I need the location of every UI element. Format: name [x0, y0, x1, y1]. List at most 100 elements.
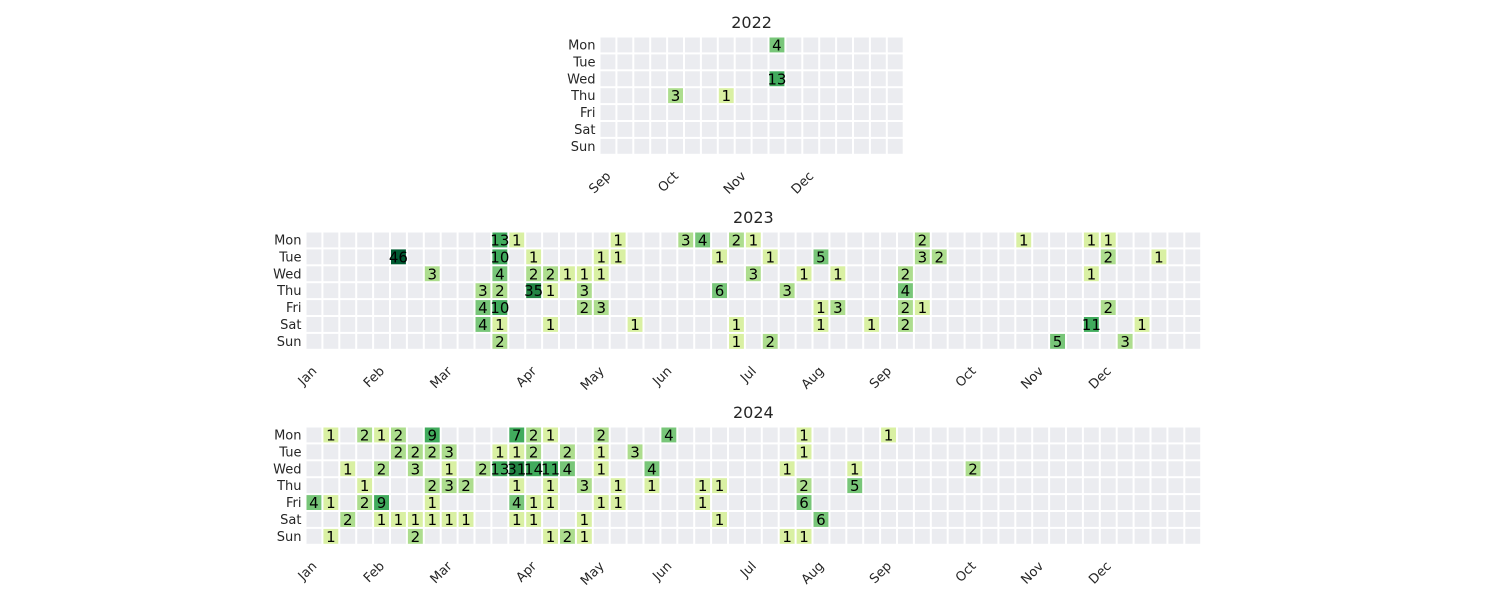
month-label-may: May — [578, 559, 608, 589]
heatmap-cell — [634, 37, 650, 53]
heatmap-cell — [745, 283, 761, 299]
heatmap-cell-filled — [407, 444, 423, 460]
heatmap-cell — [881, 266, 896, 282]
data-label: 1 — [698, 494, 708, 512]
heatmap-cell — [560, 300, 575, 315]
heatmap-cell — [813, 444, 829, 460]
heatmap-cell — [762, 495, 778, 510]
heatmap-cell-filled — [509, 512, 525, 527]
data-label: 1 — [394, 511, 404, 529]
heatmap-cell-filled — [712, 283, 727, 299]
heatmap-cell — [678, 333, 694, 349]
heatmap-cell — [610, 427, 626, 443]
month-label-dec: Dec — [1086, 364, 1114, 392]
heatmap-cell — [593, 283, 609, 299]
heatmap-cell — [1033, 495, 1049, 510]
heatmap-cell — [965, 495, 981, 510]
data-label: 2 — [580, 299, 590, 317]
heatmap-cell — [678, 266, 694, 282]
heatmap-cell — [796, 333, 812, 349]
month-label-nov: Nov — [721, 169, 750, 198]
heatmap-cell-filled — [1083, 266, 1099, 282]
heatmap-cell — [914, 427, 930, 443]
data-label: 2 — [934, 248, 944, 266]
data-label: 1 — [1087, 265, 1097, 283]
heatmap-cell — [543, 300, 558, 315]
heatmap-cell — [881, 444, 896, 460]
heatmap-cell-filled — [374, 512, 389, 527]
heatmap-cell — [847, 266, 863, 282]
heatmap-cell — [830, 333, 846, 349]
heatmap-cell — [340, 300, 356, 315]
data-label: 1 — [613, 231, 623, 249]
heatmap-cell — [543, 232, 558, 248]
heatmap-cell — [1016, 427, 1032, 443]
heatmap-cell — [357, 283, 373, 299]
heatmap-cell — [340, 495, 356, 510]
data-label: 4 — [495, 265, 505, 283]
heatmap-cell — [475, 528, 491, 544]
heatmap-cell — [610, 266, 626, 282]
heatmap-cell — [617, 88, 633, 104]
heatmap-cell — [1016, 444, 1032, 460]
heatmap-cell — [668, 122, 683, 137]
heatmap-cell — [458, 333, 474, 349]
heatmap-cell — [678, 300, 694, 315]
heatmap-cell — [1117, 444, 1133, 460]
heatmap-cell — [576, 333, 592, 349]
heatmap-cell — [543, 512, 558, 527]
data-label: 2 — [343, 511, 353, 529]
heatmap-cell-filled — [610, 232, 626, 248]
heatmap-cell — [1168, 495, 1184, 510]
heatmap-cell — [1033, 249, 1049, 265]
data-label: 2 — [495, 333, 505, 351]
heatmap-cell — [678, 478, 694, 494]
heatmap-cell — [458, 232, 474, 248]
data-label: 2 — [596, 426, 606, 444]
heatmap-cell — [999, 249, 1015, 265]
heatmap-cell — [1168, 528, 1184, 544]
heatmap-cell-filled — [779, 461, 795, 477]
heatmap-cell — [357, 444, 373, 460]
heatmap-cell — [695, 266, 711, 282]
heatmap-cell — [560, 333, 575, 349]
heatmap-cell — [441, 266, 457, 282]
heatmap-cell-filled — [847, 478, 863, 494]
heatmap-cell — [407, 283, 423, 299]
heatmap-cell-filled — [543, 266, 558, 282]
heatmap-cell — [965, 283, 981, 299]
heatmap-cell-filled — [374, 427, 389, 443]
heatmap-cell — [982, 461, 998, 477]
heatmap-cell — [948, 512, 964, 527]
heatmap-cell — [1185, 283, 1201, 299]
data-label: 3 — [478, 282, 488, 300]
heatmap-cell — [786, 138, 802, 154]
heatmap-cell-filled — [1100, 249, 1116, 265]
heatmap-cell — [982, 495, 998, 510]
heatmap-cell — [762, 317, 778, 332]
heatmap-cell-filled — [796, 478, 812, 494]
heatmap-cell — [627, 333, 643, 349]
day-label-tue: Tue — [278, 445, 301, 460]
heatmap-cell — [999, 232, 1015, 248]
heatmap-cell — [610, 528, 626, 544]
heatmap-cell — [854, 54, 869, 70]
data-label: 1 — [546, 477, 556, 495]
heatmap-cell — [651, 105, 667, 120]
data-label: 2 — [360, 494, 370, 512]
heatmap-cell-filled — [560, 266, 575, 282]
heatmap-cell — [340, 333, 356, 349]
heatmap-cell-filled — [627, 444, 643, 460]
heatmap-cell-filled — [391, 512, 406, 527]
heatmap-cell-filled — [475, 300, 491, 315]
heatmap-cell — [678, 317, 694, 332]
heatmap-cell — [887, 122, 903, 137]
heatmap-cell — [870, 54, 886, 70]
data-label: 1 — [647, 477, 657, 495]
heatmap-cell — [1100, 478, 1116, 494]
heatmap-cell — [729, 528, 744, 544]
heatmap-cell — [509, 528, 525, 544]
heatmap-cell — [492, 528, 508, 544]
heatmap-cell — [458, 266, 474, 282]
